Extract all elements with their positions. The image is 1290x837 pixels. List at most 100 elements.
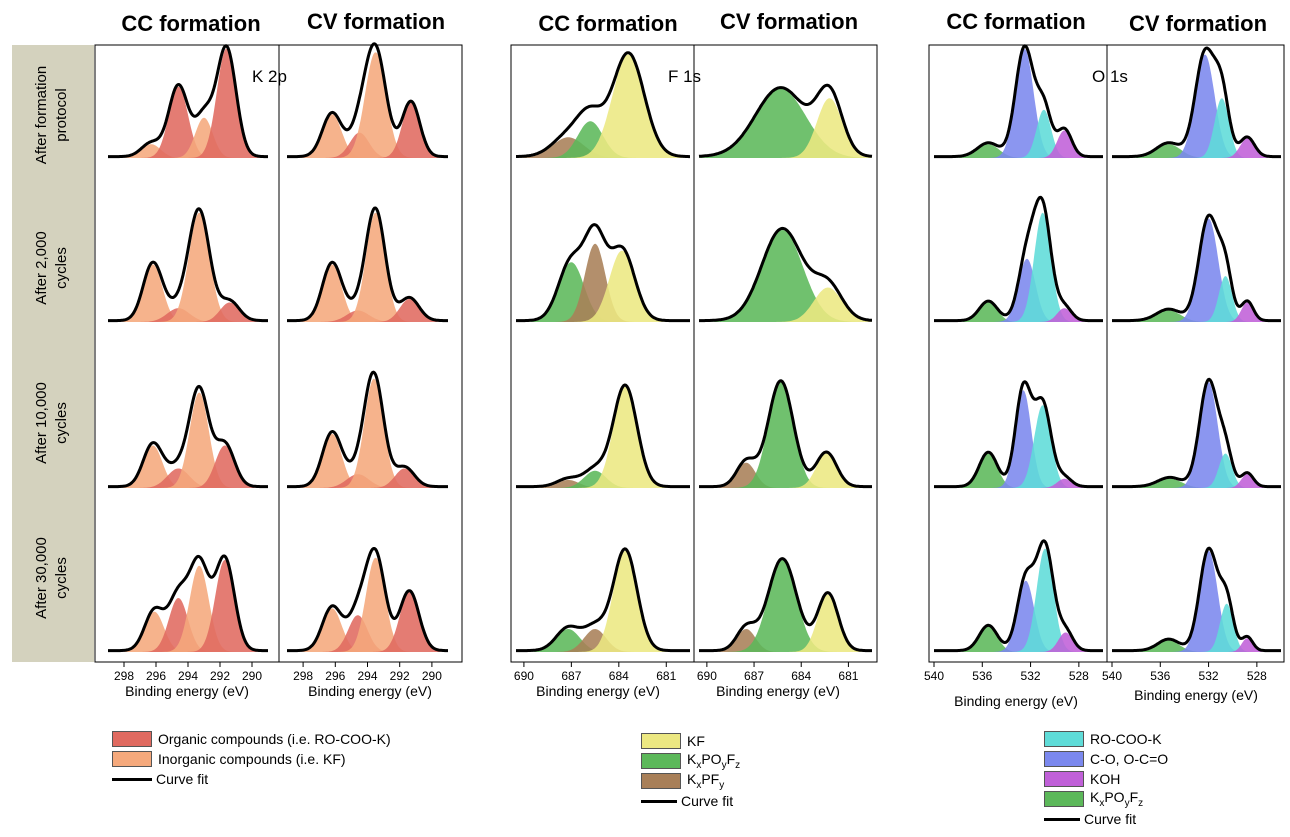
- peak-o_kxpoyfz: [1112, 640, 1281, 652]
- curve-fit-line: [698, 83, 873, 158]
- x-tick-label: 292: [390, 669, 410, 683]
- legend-label-kxpfy: KxPFy: [687, 771, 725, 791]
- region-label-k2p: K 2p: [252, 67, 287, 86]
- peak-inorganic: [287, 264, 448, 322]
- curve-fit-line: [1111, 213, 1282, 323]
- panel-2-1-0: [933, 195, 1104, 323]
- peak-o_kxpoyfz: [934, 626, 1103, 652]
- x-tick-label: 532: [1021, 669, 1041, 683]
- peak-organic: [108, 48, 268, 158]
- legend-label-koh: KOH: [1090, 771, 1121, 787]
- peak-kxpoyfz: [699, 230, 872, 322]
- peak-kxpoyfz: [699, 89, 872, 158]
- curve-fit-line: [286, 42, 449, 159]
- legend-label-rocook: RO-COO-K: [1090, 731, 1162, 747]
- peak-kf: [516, 250, 690, 322]
- x-tick-label: 290: [242, 669, 262, 683]
- x-tick-label: 681: [838, 669, 858, 683]
- peak-koh: [934, 632, 1103, 652]
- panel-0-3-1: [286, 547, 449, 653]
- curve-fit-line: [515, 383, 691, 489]
- peak-organic: [108, 445, 268, 488]
- row-label-line: cycles: [53, 247, 70, 289]
- peak-kxpfy: [516, 137, 690, 158]
- panel-0-2-0: [107, 384, 269, 489]
- peak-kxpoyfz: [699, 382, 872, 488]
- legend-label-organic: Organic compounds (i.e. RO-COO-K): [158, 731, 391, 747]
- x-tick-label: 528: [1069, 669, 1089, 683]
- peak-o_kxpoyfz: [1112, 310, 1281, 322]
- panel-1-2-1: [698, 379, 873, 489]
- curve-fit-line: [107, 554, 269, 653]
- curve-fit-line: [933, 380, 1104, 489]
- legend-item-fit-f1s: Curve fit: [641, 791, 740, 811]
- panel-2-2-1: [1111, 377, 1282, 489]
- panel-2-0-0: [933, 44, 1104, 159]
- curve-fit-line: [107, 384, 269, 489]
- panel-2-2-0: [933, 380, 1104, 489]
- curve-fit-line: [286, 547, 449, 653]
- peak-kf: [699, 594, 872, 652]
- peak-o_kxpoyfz: [934, 302, 1103, 322]
- swatch-o-kxpoyfz: [1044, 791, 1084, 807]
- legend-k2p: Organic compounds (i.e. RO-COO-K) Inorga…: [112, 729, 391, 789]
- x-tick-label: 690: [514, 669, 534, 683]
- legend-item-co: C-O, O-C=O: [1044, 749, 1168, 769]
- peak-kxpfy: [699, 629, 872, 652]
- curve-fit-line: [933, 44, 1104, 159]
- peak-inorganic: [287, 114, 448, 158]
- peak-kxpfy: [699, 462, 872, 488]
- row-label-sidebar: [12, 45, 94, 662]
- peak-co: [1112, 54, 1281, 158]
- region-label-f1s: F 1s: [668, 67, 701, 86]
- x-tick-label: 298: [293, 669, 313, 683]
- col-title-o1s-cc: CC formation: [946, 9, 1085, 34]
- curve-fit-line: [515, 223, 691, 323]
- peak-kf: [699, 287, 872, 322]
- col-title-f1s-cv: CV formation: [720, 9, 858, 34]
- legend-o1s: RO-COO-K C-O, O-C=O KOH KxPOyFz Curve fi…: [1044, 729, 1168, 829]
- panel-1-3-1: [698, 557, 873, 653]
- peak-koh: [934, 478, 1103, 488]
- col-title-k2p-cv: CV formation: [307, 9, 445, 34]
- peak-inorganic: [108, 264, 268, 322]
- peak-inorganic: [287, 557, 448, 652]
- curve-fit-line: [698, 226, 873, 323]
- peak-o_kxpoyfz: [934, 144, 1103, 158]
- peak-co: [934, 48, 1103, 158]
- row-label-line: After 2,000: [33, 231, 50, 304]
- legend-item-fit-o1s: Curve fit: [1044, 809, 1168, 829]
- xlabel-f1s-cv: Binding energy (eV): [716, 683, 840, 699]
- legend-label-o-kxpoyfz: KxPOyFz: [1090, 789, 1144, 809]
- x-tick-label: 690: [697, 669, 717, 683]
- peak-inorganic: [287, 52, 448, 159]
- swatch-inorganic: [112, 751, 152, 767]
- x-tick-label: 294: [357, 669, 377, 683]
- row-label-3: After 30,000 cycles: [33, 537, 70, 619]
- legend-item-kxpoyfz: KxPOyFz: [641, 751, 740, 771]
- panel-1-1-1: [698, 226, 873, 323]
- peak-kxpoyfz: [699, 560, 872, 652]
- row-label-line: cycles: [53, 402, 70, 444]
- region-label-o1s: O 1s: [1092, 67, 1128, 86]
- peak-kf: [699, 98, 872, 158]
- legend-item-o-kxpoyfz: KxPOyFz: [1044, 789, 1168, 809]
- xlabel-f1s-cc: Binding energy (eV): [536, 683, 660, 699]
- peak-koh: [934, 308, 1103, 322]
- xlabel-k2p-cc: Binding energy (eV): [125, 683, 249, 699]
- legend-label-inorganic: Inorganic compounds (i.e. KF): [158, 751, 346, 767]
- x-tick-label: 684: [791, 669, 811, 683]
- legend-f1s: KF KxPOyFz KxPFy Curve fit: [641, 731, 740, 811]
- curve-fit-line: [515, 547, 691, 653]
- legend-item-inorganic: Inorganic compounds (i.e. KF): [112, 749, 391, 769]
- row-label-line: After 10,000: [33, 382, 50, 464]
- swatch-organic: [112, 731, 152, 747]
- peak-inorganic: [108, 445, 268, 488]
- x-tick-label: 296: [146, 669, 166, 683]
- legend-label-fit-o1s: Curve fit: [1084, 811, 1137, 827]
- curve-fit-line: [286, 370, 449, 489]
- legend-item-koh: KOH: [1044, 769, 1168, 789]
- swatch-kf: [641, 733, 681, 749]
- legend-item-kxpfy: KxPFy: [641, 771, 740, 791]
